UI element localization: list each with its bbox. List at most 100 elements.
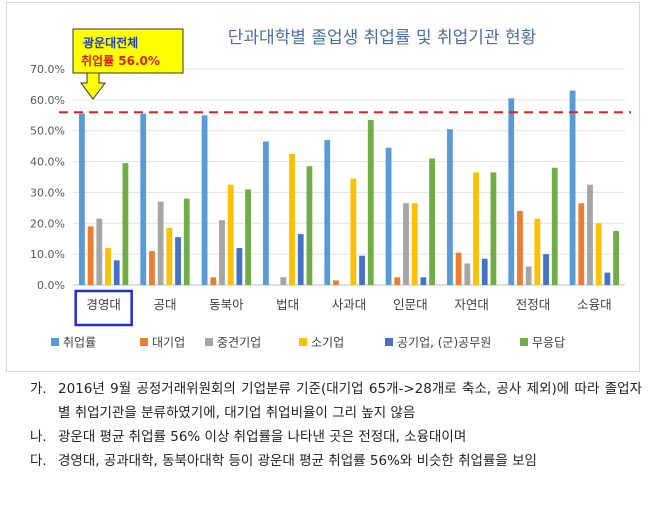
bar <box>166 227 173 285</box>
callout-line1: 광운대전체 <box>83 35 138 50</box>
note-text: 2016년 9월 공정거래위원회의 기업분류 기준(대기업 65개->28개로 … <box>58 381 642 421</box>
bar <box>551 167 558 285</box>
x-tick-label: 소융대 <box>577 297 612 312</box>
bar <box>149 251 155 285</box>
x-tick-label: 경영대 <box>86 297 121 312</box>
bar <box>517 210 523 285</box>
note-marker: 가. <box>30 381 47 397</box>
bar <box>306 166 313 285</box>
callout-line2: 취업률 56.0% <box>81 53 160 68</box>
note-item: 가. 2016년 9월 공정거래위원회의 기업분류 기준(대기업 65개->28… <box>30 377 642 425</box>
legend-label: 소기업 <box>311 336 344 350</box>
bar <box>394 277 401 285</box>
bar <box>87 226 94 285</box>
legend-swatch <box>299 338 307 346</box>
bar <box>333 280 339 285</box>
y-tick-label: 30.0% <box>30 186 65 199</box>
bar <box>569 90 576 285</box>
bar <box>490 172 497 285</box>
legend-label: 무응답 <box>532 336 565 350</box>
bar <box>385 147 392 285</box>
legend-swatch <box>51 338 59 346</box>
legend-label: 공기업, (군)공무원 <box>397 336 491 350</box>
chart-title: 단과대학별 졸업생 취업률 및 취업기관 현황 <box>228 28 537 48</box>
bar <box>411 203 418 285</box>
y-tick-label: 50.0% <box>30 125 65 138</box>
chart: 단과대학별 졸업생 취업률 및 취업기관 현황 0.0% 10.0% 20.0% 30… <box>30 28 631 350</box>
x-tick-label: 전정대 <box>516 297 551 312</box>
note-text: 경영대, 공과대학, 동북아대학 등이 광운대 평균 취업률 56%와 비슷한 … <box>58 453 537 469</box>
bar <box>263 141 269 285</box>
bar <box>210 277 217 285</box>
bar <box>578 203 585 285</box>
bar <box>227 184 234 285</box>
bar <box>183 198 190 285</box>
bar <box>324 139 331 285</box>
bar <box>359 255 365 285</box>
bar <box>429 158 435 285</box>
note-marker: 다. <box>30 453 47 469</box>
legend-swatch <box>385 338 393 346</box>
bar <box>297 234 304 285</box>
bar <box>403 203 409 285</box>
note-item: 다. 경영대, 공과대학, 동북아대학 등이 광운대 평균 취업률 56%와 비… <box>30 449 642 473</box>
bar <box>280 277 287 285</box>
note-text: 광운대 평균 취업률 56% 이상 취업률을 나타낸 곳은 전정대, 소융대이며 <box>58 429 467 445</box>
bar <box>105 247 111 285</box>
legend-swatch <box>140 338 148 346</box>
bar <box>96 218 103 285</box>
note-item: 나. 광운대 평균 취업률 56% 이상 취업률을 나타낸 곳은 전정대, 소융… <box>30 425 642 449</box>
bar <box>447 129 453 285</box>
y-axis-ticks: 0.0% 10.0% 20.0% 30.0% 40.0% 50.0% 60.0% 70.0% <box>30 63 65 292</box>
bar <box>350 178 357 285</box>
bar <box>464 263 471 285</box>
legend-swatch <box>520 338 528 346</box>
y-tick-label: 40.0% <box>30 156 65 169</box>
callout: 광운대전체 취업률 56.0% <box>72 28 184 100</box>
callout-arrow <box>80 72 106 100</box>
bar <box>587 184 593 285</box>
bar <box>289 153 295 285</box>
legend: 취업률 대기업 중견기업 소기업 공기업, (군)공무원 무응답 <box>51 336 565 350</box>
x-tick-label: 인문대 <box>393 297 428 312</box>
bar <box>122 163 129 285</box>
callout-box <box>72 28 184 74</box>
bar <box>595 223 602 285</box>
x-tick-label: 공대 <box>153 297 176 312</box>
bar <box>245 189 251 285</box>
bar <box>420 277 427 285</box>
bar <box>367 119 374 286</box>
bar <box>219 220 225 285</box>
chart-frame: 단과대학별 졸업생 취업률 및 취업기관 현황 0.0% 10.0% 20.0% 30… <box>6 2 640 372</box>
bar <box>201 115 208 286</box>
x-tick-label: 자연대 <box>454 297 489 312</box>
gridlines <box>73 68 625 286</box>
legend-label: 대기업 <box>152 336 185 350</box>
notes: 가. 2016년 9월 공정거래위원회의 기업분류 기준(대기업 65개->28… <box>30 377 642 473</box>
bar <box>543 254 549 285</box>
legend-label: 중견기업 <box>217 336 261 350</box>
bar <box>473 172 479 285</box>
bar <box>113 260 120 285</box>
legend-swatch <box>205 338 213 346</box>
bar <box>534 218 541 285</box>
x-axis-labels: 경영대 공대 동북아 법대 사과대 인문대 자연대 전정대 소융대 <box>74 289 612 327</box>
bar <box>604 272 611 285</box>
bar <box>140 113 147 285</box>
y-tick-label: 60.0% <box>30 94 65 107</box>
bar <box>525 266 532 285</box>
highlight-box <box>74 289 133 327</box>
bar <box>175 237 181 285</box>
y-tick-label: 10.0% <box>30 248 65 261</box>
y-tick-label: 70.0% <box>30 63 65 76</box>
y-tick-label: 20.0% <box>30 217 65 230</box>
bar <box>613 231 619 285</box>
bar <box>508 98 515 285</box>
bar <box>236 247 243 285</box>
y-tick-label: 0.0% <box>37 279 65 292</box>
bar <box>157 201 164 285</box>
note-marker: 나. <box>30 429 47 445</box>
bar <box>481 258 488 285</box>
x-tick-label: 사과대 <box>332 297 367 312</box>
x-tick-label: 동북아 <box>209 297 244 312</box>
